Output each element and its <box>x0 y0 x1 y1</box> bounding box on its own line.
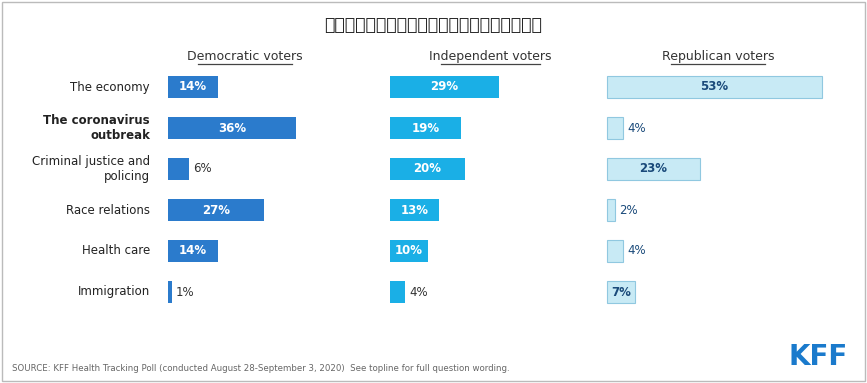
Bar <box>390 76 499 98</box>
Text: 14%: 14% <box>179 244 207 257</box>
Text: 10%: 10% <box>394 244 423 257</box>
Bar <box>390 199 439 221</box>
Text: 4%: 4% <box>627 244 646 257</box>
Bar <box>168 199 264 221</box>
Text: 23%: 23% <box>640 162 668 175</box>
Bar <box>390 117 461 139</box>
Bar <box>390 281 405 303</box>
Bar <box>607 240 623 262</box>
Text: SOURCE: KFF Health Tracking Poll (conducted August 28-September 3, 2020)  See to: SOURCE: KFF Health Tracking Poll (conduc… <box>12 364 510 373</box>
Text: The coronavirus
outbreak: The coronavirus outbreak <box>43 114 150 142</box>
Bar <box>390 158 465 180</box>
Text: Democratic voters: Democratic voters <box>187 50 303 63</box>
Text: 13%: 13% <box>401 203 428 216</box>
Text: 29%: 29% <box>430 80 459 93</box>
Text: Independent voters: Independent voters <box>429 50 551 63</box>
Text: 19%: 19% <box>412 121 440 134</box>
Text: Health care: Health care <box>81 244 150 257</box>
Text: Race relations: Race relations <box>66 203 150 216</box>
Text: Criminal justice and
policing: Criminal justice and policing <box>32 155 150 183</box>
Text: 7%: 7% <box>611 285 631 298</box>
Text: 20%: 20% <box>414 162 441 175</box>
Text: 6%: 6% <box>193 162 212 175</box>
Text: The economy: The economy <box>70 80 150 93</box>
Text: 53%: 53% <box>701 80 728 93</box>
Text: 36%: 36% <box>218 121 246 134</box>
Text: 図１：大統領選挙における党派別の最重要争点: 図１：大統領選挙における党派別の最重要争点 <box>324 16 542 34</box>
Text: 2%: 2% <box>619 203 638 216</box>
Text: KFF: KFF <box>789 343 848 371</box>
Text: 4%: 4% <box>627 121 646 134</box>
Bar <box>607 76 822 98</box>
Bar <box>168 76 218 98</box>
Bar <box>607 117 623 139</box>
Bar <box>390 240 427 262</box>
Bar <box>607 158 701 180</box>
Bar <box>168 281 172 303</box>
Text: 14%: 14% <box>179 80 207 93</box>
Text: 4%: 4% <box>409 285 427 298</box>
Bar <box>607 281 636 303</box>
Text: Immigration: Immigration <box>78 285 150 298</box>
Text: 27%: 27% <box>202 203 230 216</box>
Bar <box>607 199 615 221</box>
Text: Republican voters: Republican voters <box>662 50 774 63</box>
Bar <box>168 158 189 180</box>
Bar <box>168 240 218 262</box>
Text: 1%: 1% <box>175 285 194 298</box>
Bar <box>168 117 296 139</box>
